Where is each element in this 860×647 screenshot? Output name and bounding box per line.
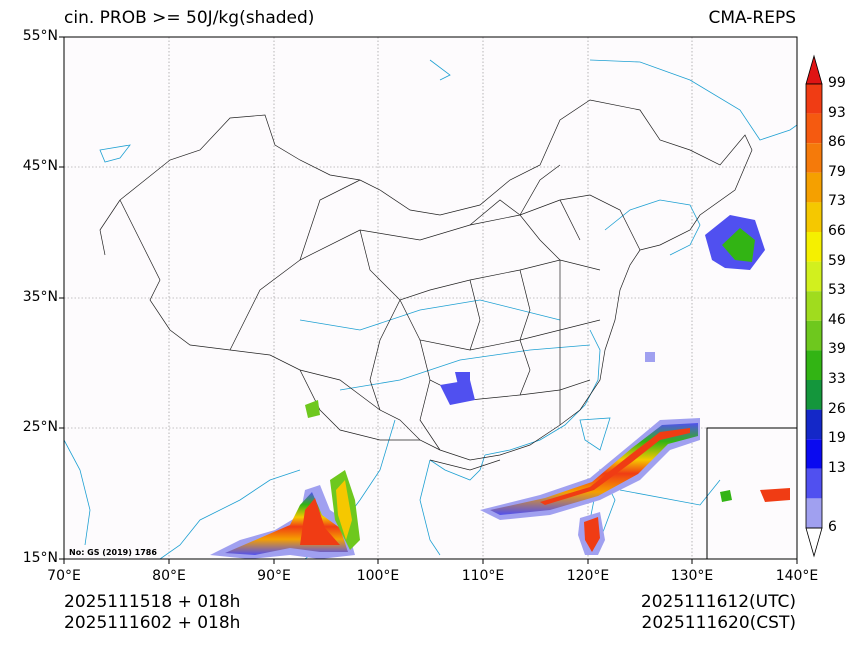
colorbar-segment — [806, 468, 822, 499]
probability-shading — [210, 215, 790, 559]
map-approval-number: No: GS (2019) 1786 — [69, 548, 157, 557]
colorbar-label: 46 — [828, 311, 846, 328]
colorbar-label: 19 — [828, 430, 846, 447]
lat-label: 55°N — [22, 28, 58, 44]
colorbar-segment — [806, 202, 822, 232]
colorbar — [805, 54, 823, 558]
colorbar-label: 86 — [828, 134, 846, 151]
coastlines — [64, 59, 797, 559]
lon-label: 140°E — [775, 568, 819, 584]
lon-label: 90°E — [257, 568, 291, 584]
colorbar-label: 26 — [828, 400, 846, 417]
init-time-cst: 2025111602 + 018h — [64, 613, 241, 633]
colorbar-segment — [806, 291, 822, 321]
map-background — [64, 37, 797, 559]
colorbar-label: 73 — [828, 193, 846, 210]
map-title: cin. PROB >= 50J/kg(shaded) — [64, 8, 315, 28]
colorbar-extend-top — [805, 54, 823, 85]
colorbar-segment — [806, 261, 822, 292]
colorbar-segment — [806, 113, 822, 144]
colorbar-segment — [806, 409, 822, 440]
lat-label: 45°N — [22, 158, 58, 174]
colorbar-segment — [806, 320, 822, 351]
lat-label: 25°N — [22, 419, 58, 435]
borders — [99, 99, 753, 471]
colorbar-segment — [806, 143, 822, 173]
colorbar-label: 79 — [828, 163, 846, 180]
colorbar-label: 39 — [828, 341, 846, 358]
gridlines — [64, 37, 797, 559]
lon-label: 110°E — [461, 568, 505, 584]
colorbar-label: 99 — [828, 75, 846, 91]
colorbar-segment — [806, 380, 822, 410]
colorbar-outline — [805, 83, 823, 529]
colorbar-segment — [806, 439, 822, 469]
colorbar-segment — [806, 498, 822, 528]
colorbar-label: 13 — [828, 459, 846, 476]
colorbar-label: 33 — [828, 371, 846, 387]
lon-label: 80°E — [152, 568, 186, 584]
lon-label: 120°E — [566, 568, 610, 584]
lat-label: 15°N — [22, 550, 58, 566]
valid-time-cst: 2025111620(CST) — [641, 613, 796, 633]
lat-label: 35°N — [22, 289, 58, 305]
colorbar-segment — [806, 84, 822, 114]
colorbar-segment — [806, 350, 822, 380]
lon-label: 70°E — [47, 568, 81, 584]
colorbar-label: 66 — [828, 223, 846, 239]
colorbar-label: 59 — [828, 252, 846, 269]
colorbar-label: 6 — [828, 519, 837, 535]
valid-time-utc: 2025111612(UTC) — [640, 592, 796, 612]
colorbar-label: 53 — [828, 282, 846, 299]
model-name: CMA-REPS — [708, 8, 796, 28]
init-time-utc: 2025111518 + 018h — [64, 592, 241, 612]
colorbar-extend-bottom — [805, 527, 823, 558]
axis-ticks — [59, 36, 798, 564]
inset-frame — [706, 427, 797, 559]
lon-label: 130°E — [670, 568, 714, 584]
colorbar-label: 93 — [828, 104, 846, 121]
colorbar-segment — [806, 232, 822, 262]
colorbar-segment — [806, 172, 822, 203]
lon-label: 100°E — [356, 568, 400, 584]
